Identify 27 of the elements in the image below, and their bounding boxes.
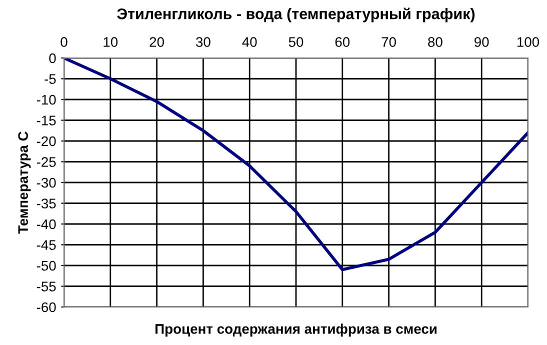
y-tick-label: -20	[36, 136, 56, 146]
x-tick-label: 20	[150, 37, 164, 47]
x-tick-label: 90	[474, 37, 489, 47]
y-tick-label: -35	[36, 198, 56, 208]
x-tick-label: 40	[242, 37, 257, 47]
y-tick-label: -5	[44, 74, 56, 84]
x-tick-label: 0	[60, 37, 68, 47]
x-tick-label: 100	[517, 37, 540, 47]
x-tick-label: 30	[196, 37, 210, 47]
y-tick-label: -25	[36, 157, 56, 167]
y-tick-label: -60	[36, 302, 56, 312]
x-tick-label: 50	[288, 37, 304, 47]
y-tick-label: 0	[49, 53, 56, 64]
y-tick-label: -10	[36, 94, 56, 105]
x-tick-label: 60	[335, 37, 350, 47]
y-tick-label: -15	[36, 116, 56, 126]
x-tick-label: 80	[428, 37, 442, 47]
x-tick-label: 70	[382, 37, 396, 47]
y-tick-label: -45	[36, 240, 56, 250]
y-tick-label: -55	[36, 282, 56, 292]
y-tick-label: -40	[36, 219, 56, 230]
x-axis-title: Процент содержания антифриза в смеси	[156, 324, 436, 337]
x-tick-label: 10	[104, 37, 118, 47]
y-tick-label: -50	[36, 260, 56, 271]
y-axis-title: Температура С	[18, 132, 31, 234]
y-tick-label: -30	[36, 178, 56, 188]
chart-title: Этиленгликоль - вода (температурный график)	[117, 8, 475, 22]
